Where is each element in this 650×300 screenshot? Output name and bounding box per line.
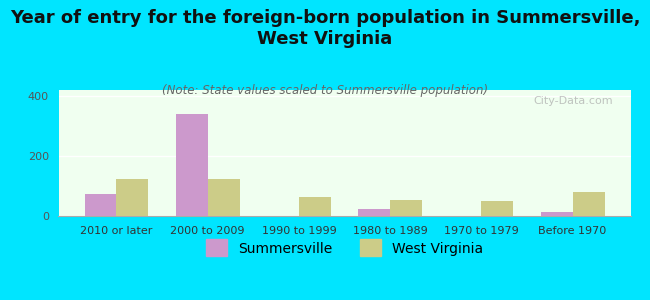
- Bar: [299, 196, 331, 216]
- Bar: [390, 200, 422, 216]
- Bar: [358, 208, 390, 216]
- Text: City-Data.com: City-Data.com: [534, 96, 614, 106]
- Text: Year of entry for the foreign-born population in Summersville,
West Virginia: Year of entry for the foreign-born popul…: [10, 9, 640, 48]
- Bar: [207, 178, 240, 216]
- Text: (Note: State values scaled to Summersville population): (Note: State values scaled to Summersvil…: [162, 84, 488, 97]
- Bar: [84, 194, 116, 216]
- Bar: [541, 212, 573, 216]
- Bar: [176, 114, 207, 216]
- Bar: [116, 178, 148, 216]
- Bar: [482, 201, 514, 216]
- Bar: [573, 192, 604, 216]
- Legend: Summersville, West Virginia: Summersville, West Virginia: [200, 234, 489, 262]
